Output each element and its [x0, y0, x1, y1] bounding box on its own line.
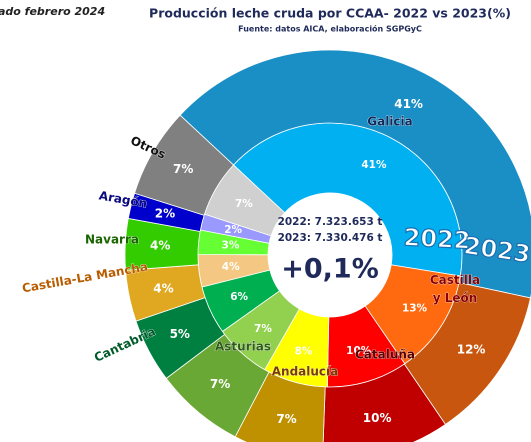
donut-segment — [179, 49, 531, 299]
chart-subtitle: Fuente: datos AICA, elaboración SGPGyC — [238, 24, 422, 34]
value-label: 7% — [254, 323, 272, 335]
center-text: 2022: 7.323.653 t — [278, 216, 383, 228]
category-label: Galicia — [367, 115, 413, 129]
category-label: Asturias — [215, 340, 271, 354]
value-label: 41% — [394, 97, 423, 111]
category-label-line: y León — [433, 291, 478, 305]
category-label-line: Castilla — [430, 273, 480, 287]
value-label: 4% — [150, 239, 170, 253]
value-label: 12% — [457, 342, 486, 356]
value-label: 10% — [363, 411, 392, 425]
value-label: 6% — [230, 291, 248, 303]
value-label: 4% — [153, 282, 173, 296]
donut-segment — [134, 114, 235, 216]
value-label: 7% — [210, 377, 230, 391]
value-label: 7% — [235, 198, 253, 210]
value-label: 3% — [222, 239, 240, 251]
value-label: 41% — [361, 159, 387, 171]
category-label: Andalucía — [272, 365, 339, 379]
category-label: Cataluña — [355, 348, 415, 362]
value-label: 10% — [346, 345, 372, 357]
donut-segment — [322, 363, 446, 442]
value-label: 13% — [402, 302, 428, 314]
ring-label: 2022 — [403, 223, 471, 254]
category-label: Navarra — [85, 233, 139, 247]
value-label: 8% — [295, 345, 313, 357]
note: ado febrero 2024 — [0, 5, 105, 18]
value-label: 7% — [276, 412, 296, 426]
category-label: Castilla y León — [430, 273, 480, 305]
center-text: 2023: 7.330.476 t — [278, 232, 383, 244]
value-label: 4% — [222, 261, 240, 273]
center-hole — [270, 195, 390, 315]
value-label: 5% — [170, 327, 190, 341]
center-change: +0,1% — [281, 254, 379, 285]
value-label: 2% — [224, 224, 242, 236]
value-label: 7% — [173, 162, 193, 176]
value-label: 2% — [155, 207, 175, 221]
chart-title: Producción leche cruda por CCAA- 2022 vs… — [149, 6, 511, 21]
